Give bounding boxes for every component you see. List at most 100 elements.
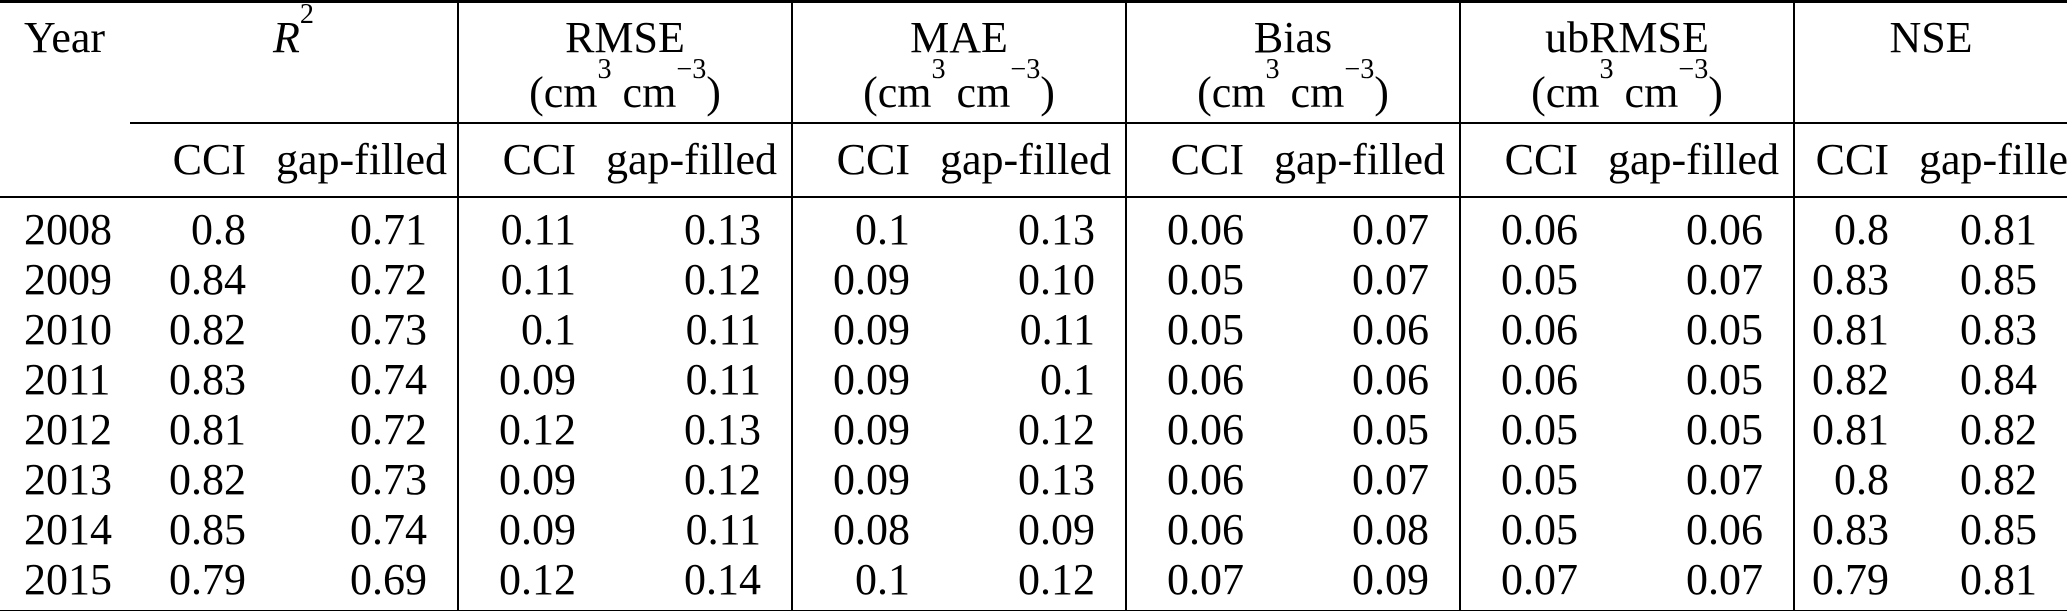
value-cell: 0.85 xyxy=(169,504,246,554)
table-row: 2011 0.83 0.74 0.09 0.11 0.09 0.1 0.06 0.06 0.06 0… xyxy=(0,354,2067,405)
table-row: 2009 0.84 0.72 0.11 0.12 0.09 0.10 0.05 0.07 0.05… xyxy=(0,254,2067,305)
value-cell: 0.73 xyxy=(350,454,427,504)
value-cell: 0.09 xyxy=(791,354,940,405)
value-cell: 0.11 xyxy=(685,304,761,354)
value-cell: 0.05 xyxy=(1459,254,1608,305)
value-cell: 0.11 xyxy=(1019,304,1095,354)
value-cell: 0.74 xyxy=(350,354,427,404)
value-cell: 0.09 xyxy=(791,454,940,505)
value-cell: 0.05 xyxy=(1352,404,1429,454)
value-cell: 0.06 xyxy=(1459,354,1608,405)
value-cell: 0.09 xyxy=(1352,554,1429,604)
year-cell: 2010 xyxy=(24,304,112,354)
subheader-ubrmse-gapfilled: gap-filled xyxy=(1608,122,1794,198)
value-cell: 0.06 xyxy=(1459,304,1608,355)
ubrmse-group-unit: (cm3 cm−3) xyxy=(1531,53,1723,117)
value-cell: 0.72 xyxy=(350,404,427,454)
value-cell: 0.05 xyxy=(1686,304,1763,354)
year-header-label: Year xyxy=(24,13,106,62)
table-row: 2010 0.82 0.73 0.1 0.11 0.09 0.11 0.05 0.06 0.06 0… xyxy=(0,304,2067,355)
mae-group-title: MAE xyxy=(910,13,1008,62)
rmse-group-title: RMSE xyxy=(565,13,685,62)
value-cell: 0.06 xyxy=(1459,196,1608,255)
value-cell: 0.81 xyxy=(1793,304,1919,355)
value-cell: 0.1 xyxy=(457,304,606,355)
value-cell: 0.08 xyxy=(791,504,940,555)
value-cell: 0.11 xyxy=(457,254,606,305)
value-cell: 0.73 xyxy=(350,304,427,354)
value-cell: 0.06 xyxy=(1686,504,1763,554)
value-cell: 0.84 xyxy=(169,254,246,304)
value-cell: 0.81 xyxy=(169,404,246,454)
value-cell: 0.12 xyxy=(684,254,761,304)
value-cell: 0.09 xyxy=(457,504,606,555)
subheader-nse-gapfilled: gap-filled xyxy=(1919,122,2067,198)
value-cell: 0.8 xyxy=(191,204,246,254)
value-cell: 0.06 xyxy=(1352,354,1429,404)
value-cell: 0.74 xyxy=(350,504,427,554)
value-cell: 0.13 xyxy=(1018,454,1095,504)
value-cell: 0.13 xyxy=(684,204,761,254)
ubrmse-group-title: ubRMSE xyxy=(1545,13,1709,62)
value-cell: 0.1 xyxy=(791,554,940,611)
subheader-r2-cci: CCI xyxy=(130,122,276,198)
col-group-bias: Bias (cm3 cm−3) xyxy=(1125,1,1460,124)
value-cell: 0.06 xyxy=(1125,196,1274,255)
value-cell: 0.79 xyxy=(169,554,246,604)
value-cell: 0.09 xyxy=(457,354,606,405)
header-sub-row: CCI gap-filled CCI gap-filled CCI gap-fi… xyxy=(0,122,2067,198)
value-cell: 0.05 xyxy=(1686,404,1763,454)
value-cell: 0.05 xyxy=(1459,504,1608,555)
table-row: 2015 0.79 0.69 0.12 0.14 0.1 0.12 0.07 0.09 0.07 0… xyxy=(0,554,2067,611)
year-cell: 2009 xyxy=(24,254,112,304)
value-cell: 0.07 xyxy=(1686,254,1763,304)
value-cell: 0.07 xyxy=(1459,554,1608,611)
value-cell: 0.06 xyxy=(1125,454,1274,505)
bias-group-unit: (cm3 cm−3) xyxy=(1197,53,1389,117)
subheader-bias-gapfilled: gap-filled xyxy=(1274,122,1460,198)
col-group-mae: MAE (cm3 cm−3) xyxy=(791,1,1126,124)
year-column-header: Year xyxy=(0,1,130,198)
value-cell: 0.85 xyxy=(1960,504,2037,554)
value-cell: 0.07 xyxy=(1686,454,1763,504)
value-cell: 0.07 xyxy=(1352,454,1429,504)
subheader-rmse-gapfilled: gap-filled xyxy=(606,122,792,198)
value-cell: 0.06 xyxy=(1125,504,1274,555)
value-cell: 0.12 xyxy=(457,404,606,455)
col-group-ubrmse: ubRMSE (cm3 cm−3) xyxy=(1459,1,1794,124)
value-cell: 0.06 xyxy=(1352,304,1429,354)
nse-group-title: NSE xyxy=(1889,13,1973,62)
table-body: 2008 0.8 0.71 0.11 0.13 0.1 0.13 0.06 0.07 0.06 0.… xyxy=(0,196,2067,611)
value-cell: 0.09 xyxy=(791,304,940,355)
year-cell: 2015 xyxy=(24,554,112,604)
table-header: Year R2 RMSE (cm3 cm−3) MAE (cm3 cm−3) B… xyxy=(0,0,2067,198)
subheader-bias-cci: CCI xyxy=(1125,122,1274,198)
value-cell: 0.12 xyxy=(684,454,761,504)
value-cell: 0.13 xyxy=(1018,204,1095,254)
subheader-rmse-cci: CCI xyxy=(457,122,606,198)
value-cell: 0.69 xyxy=(350,554,427,604)
value-cell: 0.81 xyxy=(1960,554,2037,604)
value-cell: 0.05 xyxy=(1686,354,1763,404)
value-cell: 0.10 xyxy=(1018,254,1095,304)
subheader-nse-cci: CCI xyxy=(1793,122,1919,198)
value-cell: 0.13 xyxy=(684,404,761,454)
value-cell: 0.09 xyxy=(791,254,940,305)
subheader-ubrmse-cci: CCI xyxy=(1459,122,1608,198)
value-cell: 0.06 xyxy=(1125,354,1274,405)
value-cell: 0.09 xyxy=(1018,504,1095,554)
value-cell: 0.11 xyxy=(685,354,761,404)
value-cell: 0.06 xyxy=(1125,404,1274,455)
col-group-rmse: RMSE (cm3 cm−3) xyxy=(457,1,792,124)
bias-group-title: Bias xyxy=(1253,13,1333,62)
value-cell: 0.12 xyxy=(1018,554,1095,604)
table-row: 2012 0.81 0.72 0.12 0.13 0.09 0.12 0.06 0.05 0.05… xyxy=(0,404,2067,455)
value-cell: 0.82 xyxy=(1960,454,2037,504)
subheader-mae-gapfilled: gap-filled xyxy=(940,122,1126,198)
value-cell: 0.81 xyxy=(1793,404,1919,455)
year-cell: 2013 xyxy=(24,454,112,504)
value-cell: 0.09 xyxy=(457,454,606,505)
value-cell: 0.1 xyxy=(1040,354,1095,404)
